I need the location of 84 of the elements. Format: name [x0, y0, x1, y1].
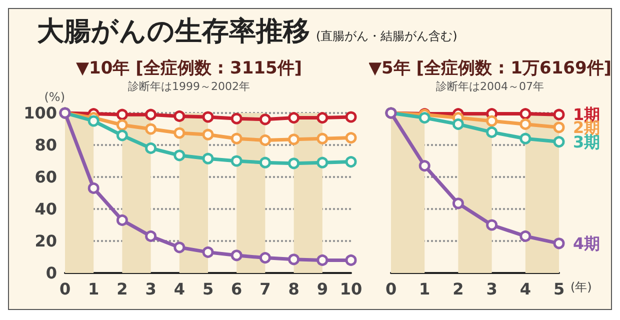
point — [259, 156, 271, 168]
x-tick-label: 2 — [116, 280, 128, 298]
chart-subtitle: 診断年は2004～07年 — [436, 80, 544, 93]
point — [553, 136, 565, 148]
chart-subtitle: 診断年は1999～2002年 — [128, 80, 250, 93]
point — [174, 242, 186, 254]
y-tick-label: 40 — [34, 200, 57, 218]
point — [288, 254, 300, 266]
point — [418, 112, 430, 124]
y-tick-label: 0 — [46, 264, 57, 282]
point — [316, 132, 328, 144]
point — [486, 219, 498, 231]
x-tick-label: 4 — [174, 280, 185, 298]
point — [520, 118, 532, 130]
point — [418, 160, 430, 172]
x-axis-title: (年) — [570, 280, 592, 294]
point — [88, 182, 100, 194]
point — [288, 134, 300, 146]
x-tick-label: 8 — [288, 280, 300, 298]
point — [116, 108, 128, 120]
point — [116, 119, 128, 131]
x-tick-label: 1 — [88, 280, 100, 298]
x-tick-label: 5 — [553, 280, 565, 298]
point — [259, 134, 271, 146]
chart-title: ▼10年 [全症例数 : 3115件] — [76, 58, 302, 78]
x-tick-label: 10 — [340, 280, 362, 298]
point — [230, 132, 242, 144]
point — [316, 112, 328, 124]
point — [145, 142, 157, 154]
point — [202, 246, 214, 258]
point — [202, 111, 214, 123]
point — [553, 238, 565, 250]
x-tick-label: 6 — [231, 280, 242, 298]
point — [230, 250, 242, 262]
point — [174, 150, 186, 162]
point — [345, 111, 357, 123]
point — [553, 122, 565, 134]
point — [259, 252, 271, 264]
x-tick-label: 4 — [520, 280, 531, 298]
point — [259, 114, 271, 126]
y-tick-label: 60 — [34, 168, 57, 186]
point — [145, 230, 157, 242]
x-tick-label: 3 — [486, 280, 498, 298]
text: 大腸がんの生存率推移 — [37, 15, 310, 49]
point — [145, 108, 157, 120]
point — [452, 118, 464, 130]
point — [116, 130, 128, 142]
x-tick-label: 1 — [419, 280, 430, 298]
text: (直腸がん・結腸がん含む) — [316, 28, 458, 45]
point — [520, 132, 532, 144]
point — [520, 108, 532, 120]
series-label: 4期 — [573, 234, 600, 253]
y-tick-label: 20 — [34, 232, 57, 250]
point — [520, 230, 532, 242]
point — [345, 156, 357, 168]
x-tick-label: 0 — [59, 280, 71, 298]
point — [345, 132, 357, 144]
y-tick-label: 80 — [34, 136, 57, 154]
x-tick-label: 3 — [145, 280, 156, 298]
point — [202, 152, 214, 164]
point — [316, 254, 328, 266]
point — [486, 126, 498, 138]
point — [174, 110, 186, 122]
point — [230, 112, 242, 124]
point — [230, 155, 242, 167]
y-axis-title: (%) — [44, 90, 65, 104]
point — [145, 123, 157, 135]
x-tick-label: 2 — [452, 280, 464, 298]
point — [452, 198, 464, 210]
point — [288, 112, 300, 124]
y-tick-label: 100 — [24, 104, 57, 122]
x-tick-label: 9 — [316, 280, 328, 298]
x-tick-label: 7 — [260, 280, 271, 298]
point — [174, 127, 186, 139]
point — [345, 254, 357, 266]
point — [553, 108, 565, 120]
point — [116, 214, 128, 226]
point — [202, 128, 214, 140]
x-tick-label: 0 — [385, 280, 397, 298]
point — [316, 156, 328, 168]
point — [486, 115, 498, 127]
point — [88, 115, 100, 127]
point — [288, 158, 300, 170]
x-tick-label: 5 — [202, 280, 214, 298]
